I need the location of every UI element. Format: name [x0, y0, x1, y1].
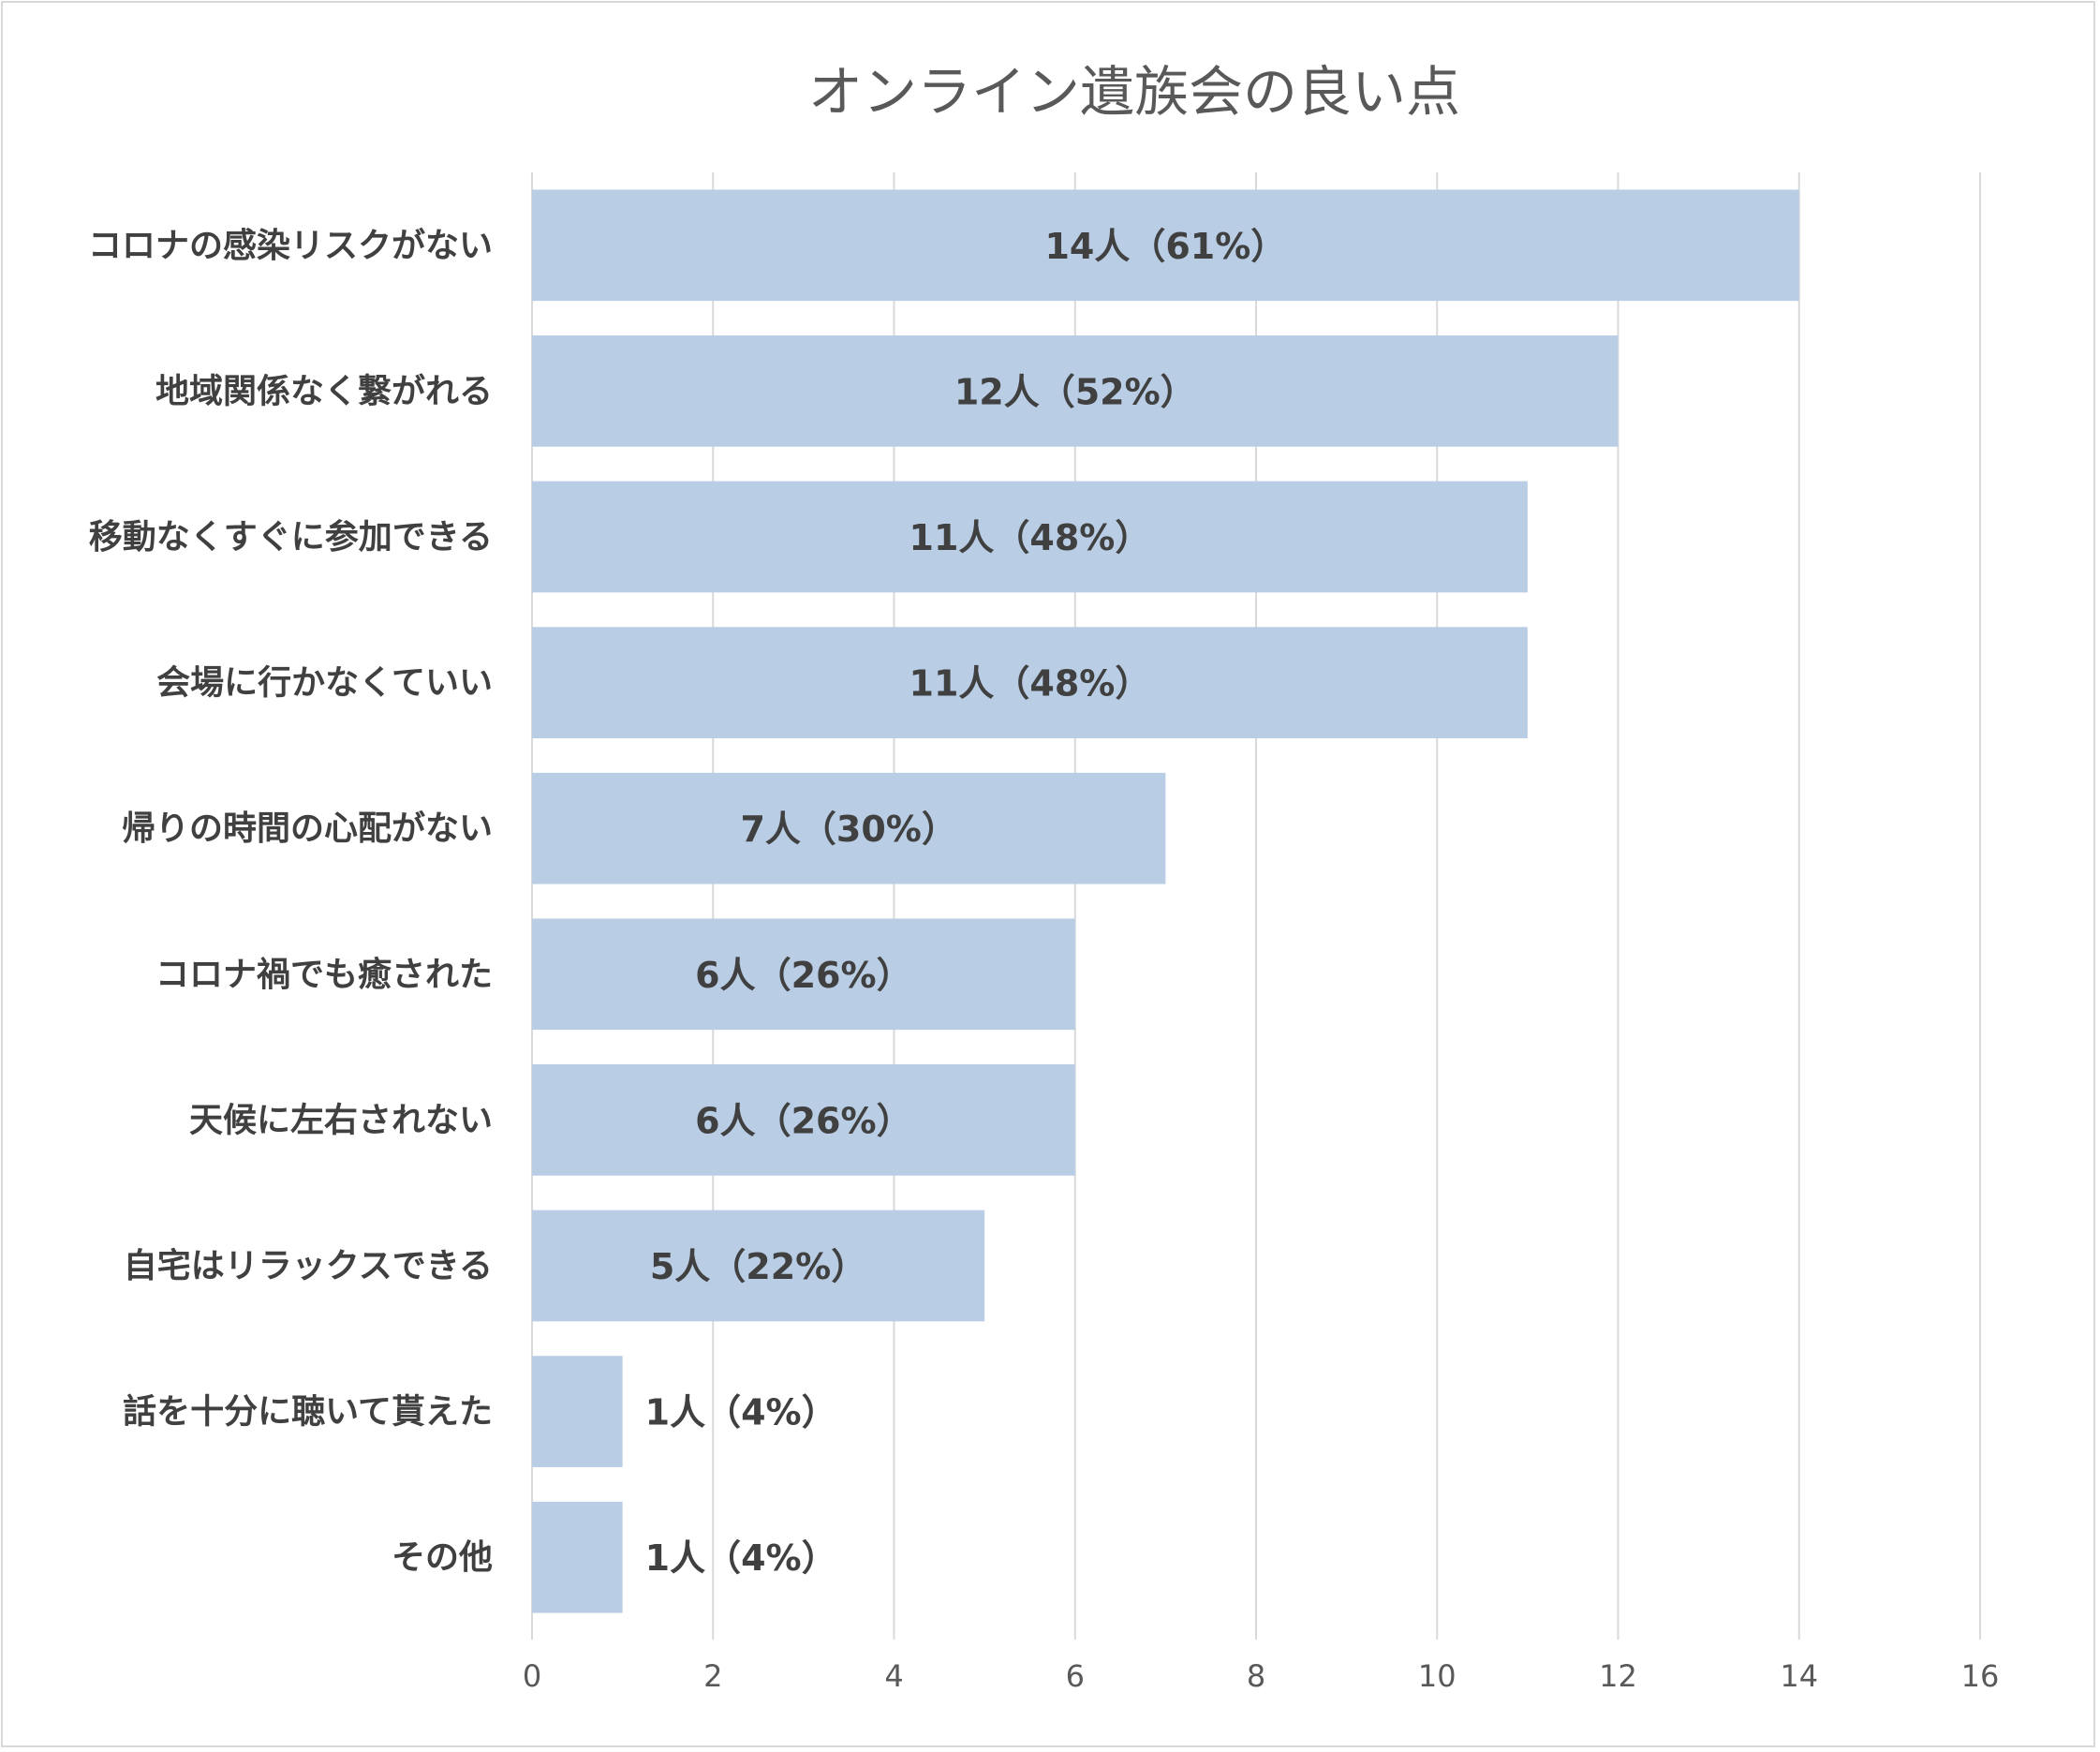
data-label: 1人（4%）	[645, 1392, 837, 1433]
bar	[532, 772, 1166, 884]
bar	[532, 918, 1075, 1031]
bar	[532, 627, 1528, 738]
x-tick-label: 10	[1418, 1658, 1457, 1694]
bar	[532, 1210, 985, 1322]
x-tick-label: 8	[1247, 1658, 1265, 1694]
data-label: 7人（30%）	[740, 809, 956, 850]
x-tick-label: 12	[1599, 1658, 1637, 1694]
category-label: 帰りの時間の心配がない	[122, 809, 493, 848]
category-label: 自宅はリラックスできる	[124, 1246, 493, 1285]
data-label: 6人（26%）	[695, 1100, 911, 1141]
category-label: 天候に左右されない	[189, 1101, 493, 1139]
category-label: 会場に行かなくていい	[156, 664, 493, 703]
data-label: 1人（4%）	[645, 1537, 837, 1579]
data-label: 14人（61%）	[1044, 226, 1286, 267]
bar	[532, 335, 1619, 447]
data-labels: 14人（61%） 12人（52%） 11人（48%） 11人（48%） 7人（30%） 6…	[645, 226, 1287, 1579]
x-tick-label: 0	[523, 1658, 541, 1694]
category-label: 移動なくすぐに参加できる	[89, 518, 493, 557]
category-label: 話を十分に聴いて貰えた	[123, 1393, 493, 1432]
category-label: コロナ禍でも癒された	[155, 956, 493, 994]
category-labels: コロナの感染リスクがない地域関係なく繋がれる移動なくすぐに参加できる会場に行かな…	[88, 227, 493, 1577]
bars	[532, 189, 1799, 1613]
data-label: 11人（48%）	[910, 663, 1151, 705]
data-label: 5人（22%）	[650, 1246, 866, 1287]
data-label: 6人（26%）	[695, 955, 911, 996]
bar	[532, 1356, 623, 1467]
data-label: 12人（52%）	[954, 371, 1196, 412]
x-tick-label: 6	[1066, 1658, 1085, 1694]
x-axis-tick-labels: 0 2 4 6 8 10 12 14 16	[523, 1658, 2000, 1694]
x-tick-label: 14	[1780, 1658, 1818, 1694]
category-label: 地域関係なく繋がれる	[155, 372, 493, 410]
x-tick-label: 2	[703, 1658, 722, 1694]
category-label: その他	[392, 1538, 493, 1577]
x-tick-label: 16	[1961, 1658, 2000, 1694]
x-tick-label: 4	[884, 1658, 903, 1694]
bar	[532, 1064, 1075, 1176]
bar	[532, 1501, 623, 1613]
category-label: コロナの感染リスクがない	[88, 227, 493, 265]
chart-title: オンライン遺族会の良い点	[808, 60, 1460, 124]
bar	[532, 481, 1528, 593]
bar	[532, 189, 1799, 302]
data-label: 11人（48%）	[910, 517, 1151, 558]
